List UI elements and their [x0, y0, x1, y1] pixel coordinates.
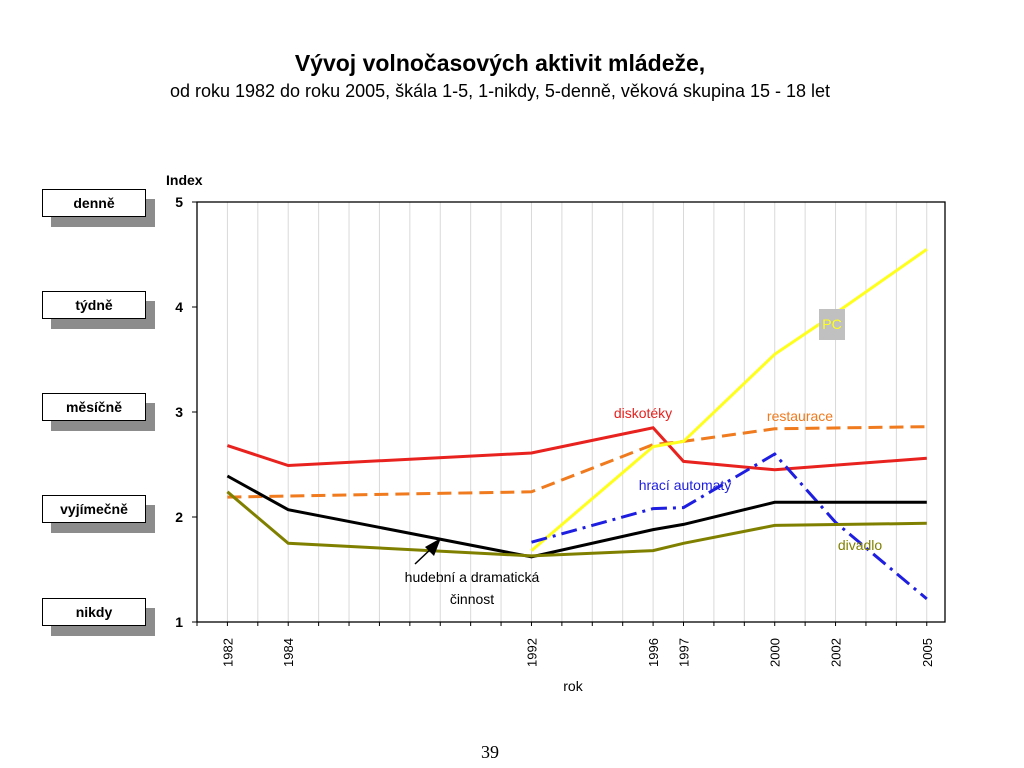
annotation-label: diskotéky — [614, 405, 672, 421]
x-tick-label: 2000 — [768, 638, 783, 667]
series-line-divadlo — [226, 490, 927, 558]
annotation-label: restaurace — [767, 408, 833, 424]
scale-label-mesicne: měsíčně — [42, 393, 155, 431]
x-tick-label: 1982 — [220, 638, 235, 667]
y-tick-label: 3 — [175, 404, 183, 420]
y-tick-label: 2 — [175, 509, 183, 525]
y-tick-label: 5 — [175, 194, 183, 210]
page-subtitle: od roku 1982 do roku 2005, škála 1-5, 1-… — [169, 81, 831, 101]
scale-label-tydne: týdně — [42, 291, 155, 329]
scale-label-denne: denně — [42, 189, 155, 227]
series-line-diskotéky — [226, 426, 927, 472]
scale-label-text: měsíčně — [42, 393, 146, 421]
x-tick-label: 1996 — [646, 638, 661, 667]
annotation-label: činnost — [450, 591, 494, 607]
series-line-PC — [530, 248, 928, 552]
series-line-hrací-automaty — [531, 452, 928, 601]
x-tick-label: 2005 — [920, 638, 935, 667]
scale-label-nikdy: nikdy — [42, 598, 155, 636]
scale-label-vyjimecne: vyjímečně — [42, 495, 155, 533]
annotation-label: hudební a dramatická — [405, 569, 540, 585]
x-axis-label: rok — [563, 678, 583, 694]
x-tick-label: 1992 — [524, 638, 539, 667]
scale-label-text: vyjímečně — [42, 495, 146, 523]
y-tick-label: 1 — [175, 614, 183, 630]
scale-label-text: denně — [42, 189, 146, 217]
annotation-label: hrací automaty — [639, 477, 732, 493]
annotation-label: divadlo — [838, 537, 883, 553]
y-tick-label: 4 — [175, 299, 183, 315]
x-tick-label: 1984 — [281, 638, 296, 667]
x-tick-label: 1997 — [677, 638, 692, 667]
annotation-arrow-head — [425, 538, 441, 556]
annotation-label: PC — [822, 316, 841, 332]
annotation-box — [819, 309, 845, 340]
scale-label-text: nikdy — [42, 598, 146, 626]
y-axis-label: Index — [166, 172, 203, 188]
series-line-restaurace — [227, 425, 927, 499]
page-title: Vývoj volnočasových aktivit mládeže, — [294, 50, 706, 76]
scale-label-text: týdně — [42, 291, 146, 319]
series-line-unnamed — [226, 474, 927, 559]
x-tick-label: 2002 — [829, 638, 844, 667]
page-number: 39 — [481, 742, 499, 762]
